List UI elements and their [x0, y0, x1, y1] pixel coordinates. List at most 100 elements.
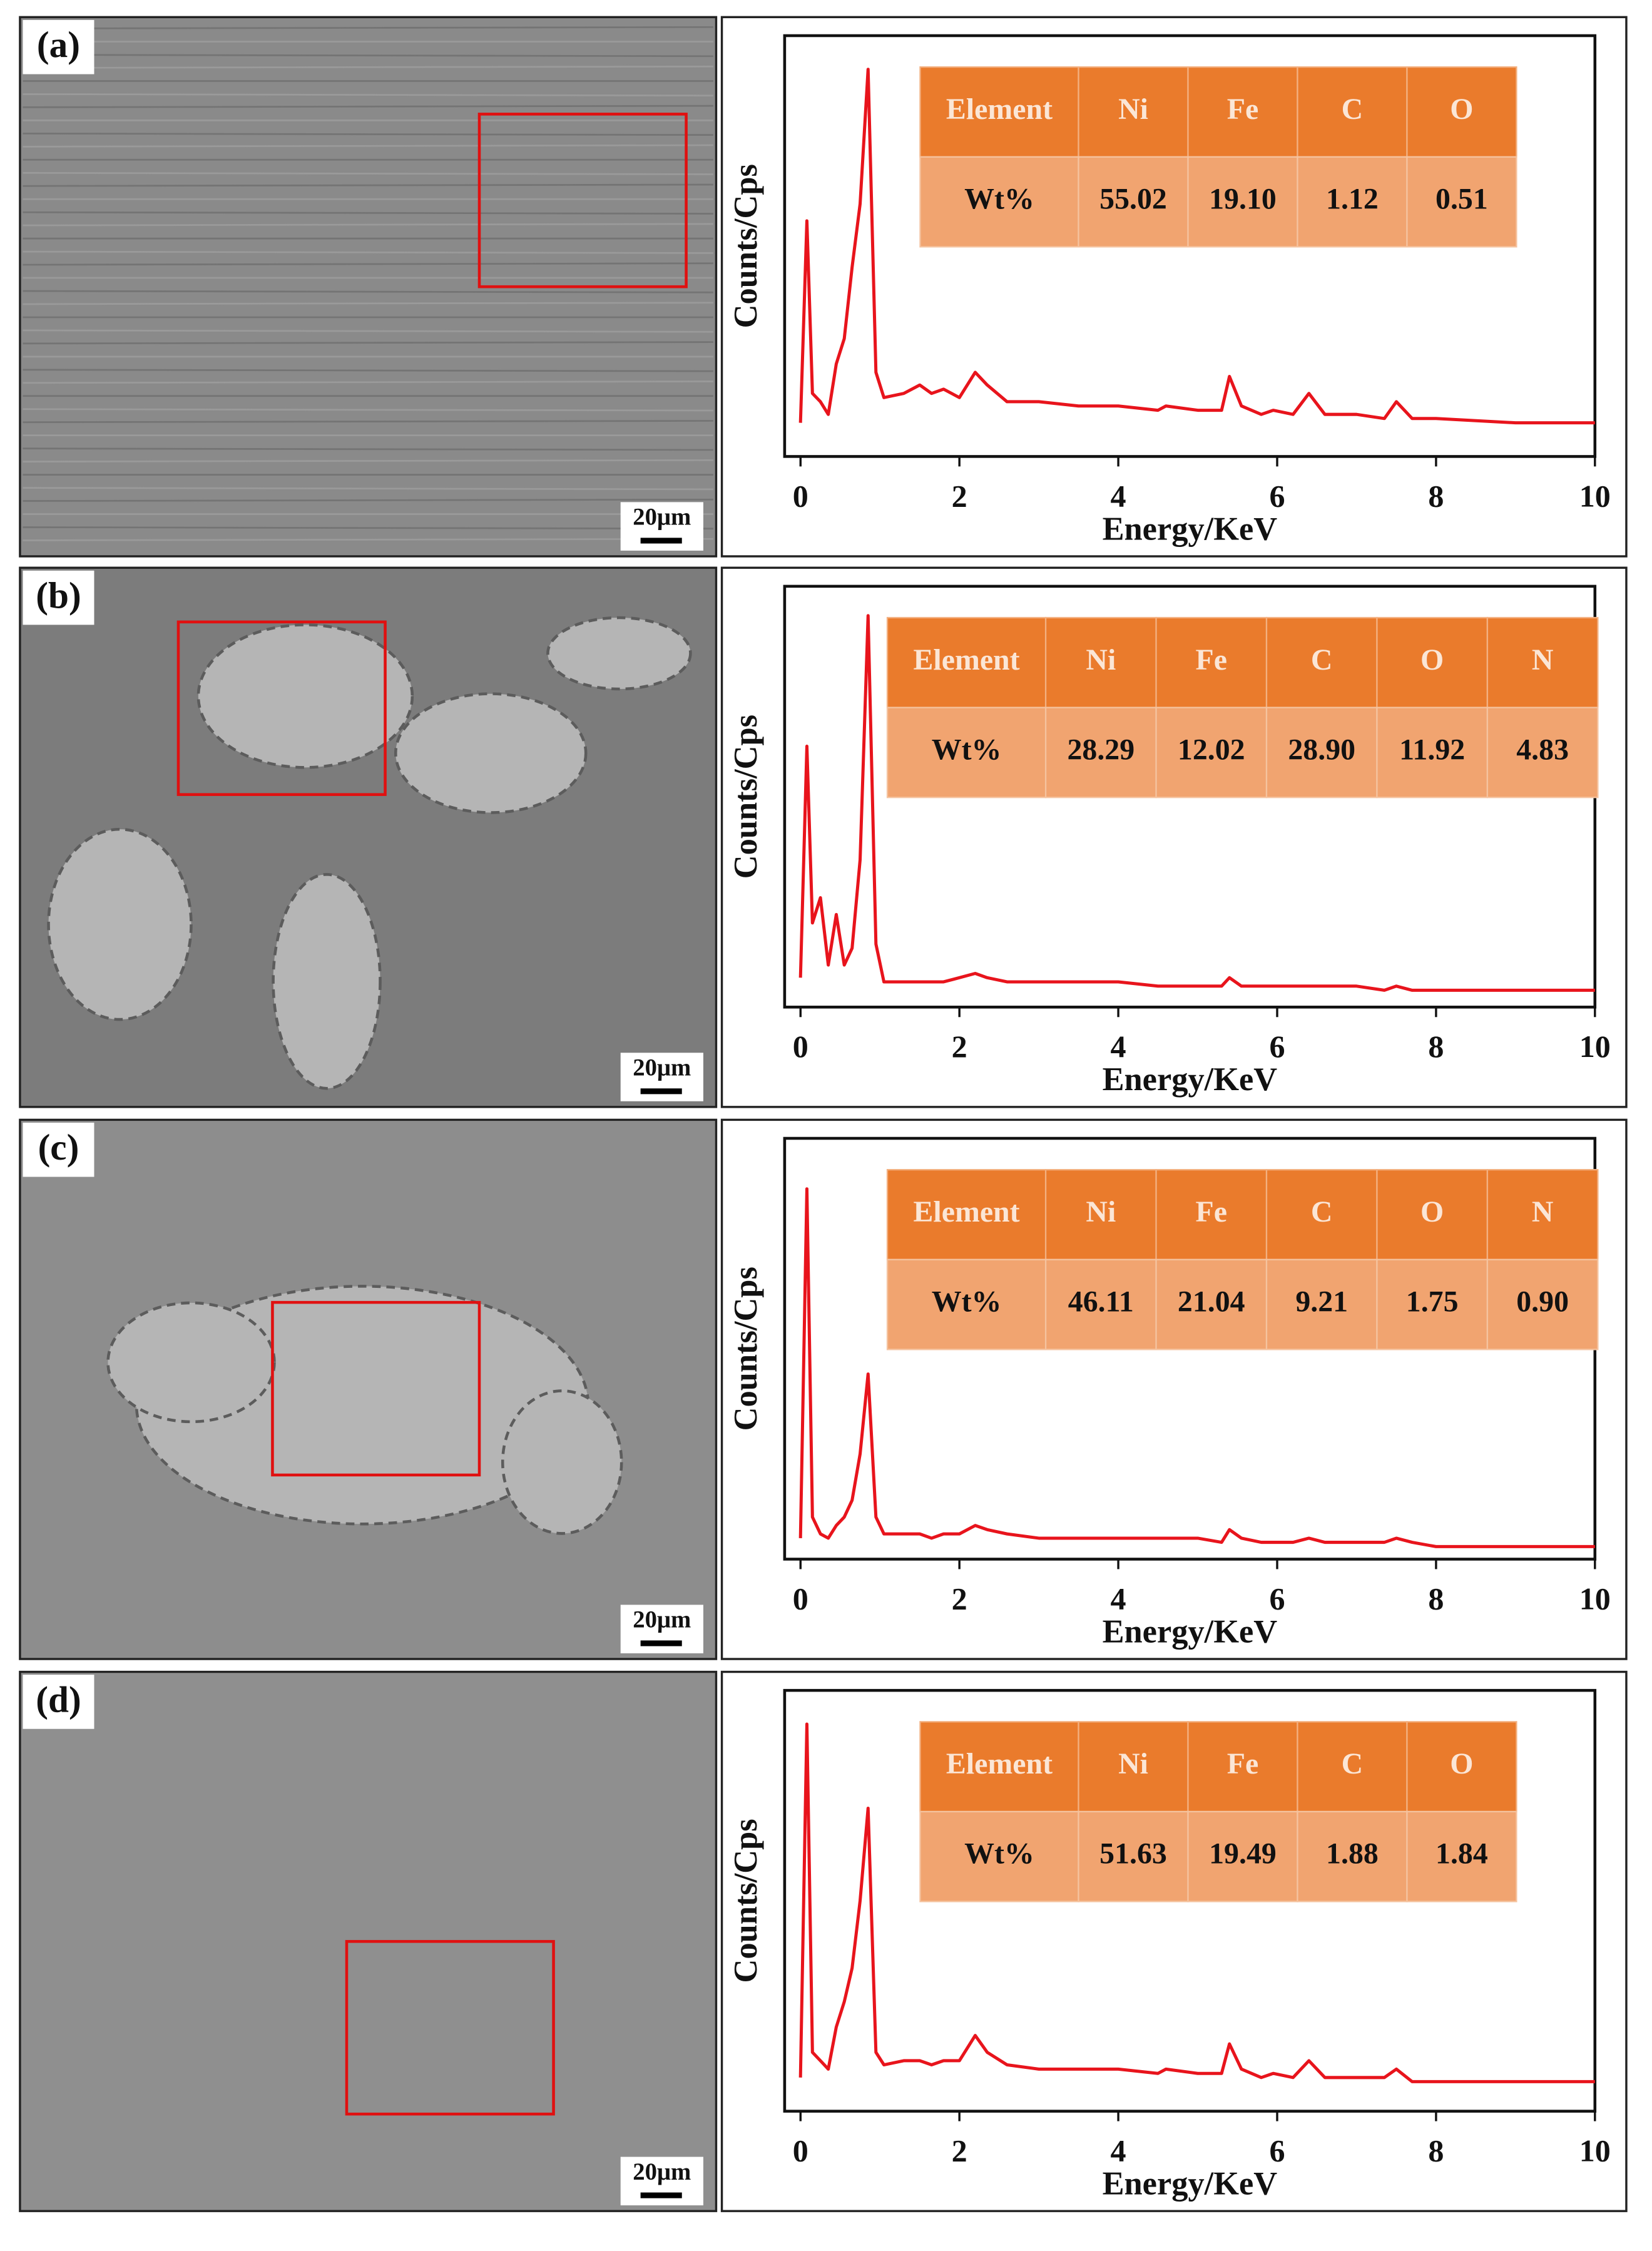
table-header-text: Element: [946, 1747, 1053, 1780]
panel-label: (a): [37, 24, 80, 65]
x-tick-label: 0: [793, 1581, 808, 1616]
table-header-cell: [886, 616, 1047, 708]
table-cell-text: 9.21: [1295, 1285, 1348, 1319]
table-cell: [1265, 707, 1378, 799]
x-axis-label: Energy/KeV: [1103, 1613, 1278, 1650]
x-tick-label: 0: [793, 478, 808, 513]
table-header-text: Element: [946, 93, 1053, 126]
table-header-text: Element: [913, 643, 1019, 676]
table-cell: [1376, 707, 1489, 799]
sem-texture: [23, 420, 713, 424]
sem-texture: [394, 692, 588, 814]
y-axis-label: Counts/Cps: [728, 164, 764, 328]
sem-texture: [546, 616, 692, 691]
selection-box: [345, 1940, 555, 2116]
x-tick-label: 6: [1269, 478, 1285, 513]
table-header-cell: [886, 1169, 1047, 1260]
table-cell-text: 1.84: [1435, 1837, 1488, 1871]
table-header-cell: [919, 66, 1079, 158]
y-axis-label: Counts/Cps: [728, 715, 764, 879]
x-axis-label: Energy/KeV: [1103, 1061, 1278, 1098]
y-axis-label: Counts/Cps: [728, 1267, 764, 1431]
table-cell-text: 1.75: [1406, 1285, 1459, 1319]
table-cell: [1486, 1258, 1599, 1350]
panel-label-box: [23, 570, 94, 625]
table-header-cell: [1044, 616, 1157, 708]
sem-texture: [23, 538, 713, 541]
sem-texture: [272, 873, 382, 1090]
table-cell-text: Wt%: [964, 183, 1034, 216]
sem-texture: [23, 223, 713, 227]
sem-texture: [23, 498, 713, 502]
table-header-text: Fe: [1196, 643, 1227, 676]
table-header-text: O: [1420, 1195, 1444, 1228]
table-header-text: O: [1450, 1747, 1473, 1780]
sem-texture: [23, 262, 713, 266]
y-axis-label: Counts/Cps: [728, 1819, 764, 1983]
panel-label: (c): [38, 1126, 79, 1168]
table-header-cell: [1078, 66, 1189, 158]
x-axis-label: Energy/KeV: [1103, 2165, 1278, 2202]
x-tick-label: 4: [1111, 478, 1126, 513]
table-cell: [1155, 707, 1268, 799]
table-header-text: C: [1342, 93, 1364, 126]
sem-texture: [501, 1389, 623, 1535]
sem-texture: [23, 380, 713, 384]
scale-bar-label: 20μm: [633, 2158, 691, 2185]
sem-texture: [196, 623, 414, 769]
panel-label-box: [23, 1122, 94, 1177]
table-header-text: Fe: [1196, 1195, 1227, 1228]
table-cell: [1044, 707, 1157, 799]
x-tick-label: 8: [1428, 2133, 1444, 2168]
scale-bar-label: 20μm: [633, 1054, 691, 1081]
sem-texture: [47, 827, 193, 1021]
sem-texture: [23, 526, 713, 530]
x-tick-label: 4: [1111, 1029, 1126, 1064]
table-header-text: C: [1311, 1195, 1333, 1228]
table-header-cell: [1155, 1169, 1268, 1260]
table-cell-text: 28.90: [1288, 733, 1355, 766]
selection-box: [477, 113, 688, 288]
table-header-cell: [1297, 66, 1408, 158]
x-tick-label: 2: [952, 1581, 967, 1616]
table-cell: [1155, 1258, 1268, 1350]
table-header-text: Ni: [1118, 93, 1148, 126]
x-tick-label: 2: [952, 2133, 967, 2168]
table-header-text: Fe: [1227, 1747, 1258, 1780]
table-cell-text: 11.92: [1399, 733, 1465, 766]
table-header-cell: [1265, 1169, 1378, 1260]
sem-texture: [23, 144, 713, 148]
table-cell-text: 1.88: [1326, 1837, 1379, 1871]
table-cell-text: 0.51: [1435, 183, 1488, 216]
spectrum-line: [798, 1722, 1595, 2083]
x-tick-label: 4: [1111, 2133, 1126, 2168]
spectrum-line: [798, 68, 1595, 425]
scale-bar-label: 20μm: [633, 1606, 691, 1633]
table-header-text: O: [1420, 643, 1444, 676]
table-cell-text: Wt%: [932, 733, 1002, 766]
table-cell: [886, 1258, 1047, 1350]
sem-texture: [23, 459, 713, 463]
table-header-cell: [1187, 66, 1298, 158]
table-header-text: Element: [913, 1195, 1019, 1228]
table-cell-text: 4.83: [1516, 733, 1569, 766]
sem-texture: [23, 341, 713, 345]
selection-box: [271, 1300, 481, 1477]
sem-texture: [23, 250, 713, 254]
table-cell: [1297, 156, 1408, 248]
spectrum-line: [798, 614, 1595, 992]
x-tick-label: 6: [1269, 2133, 1285, 2168]
sem-texture: [23, 211, 713, 215]
selection-box: [176, 620, 387, 796]
table-cell-text: 55.02: [1099, 183, 1167, 216]
table-cell-text: 46.11: [1068, 1285, 1134, 1319]
sem-texture: [23, 65, 713, 69]
x-tick-label: 0: [793, 1029, 808, 1064]
table-header-cell: [919, 1721, 1079, 1813]
panel-label-box: [23, 19, 94, 74]
table-header-cell: [1376, 616, 1489, 708]
sem-texture: [23, 487, 713, 491]
table-cell: [1406, 1810, 1517, 1902]
x-axis-label: Energy/KeV: [1103, 511, 1278, 547]
